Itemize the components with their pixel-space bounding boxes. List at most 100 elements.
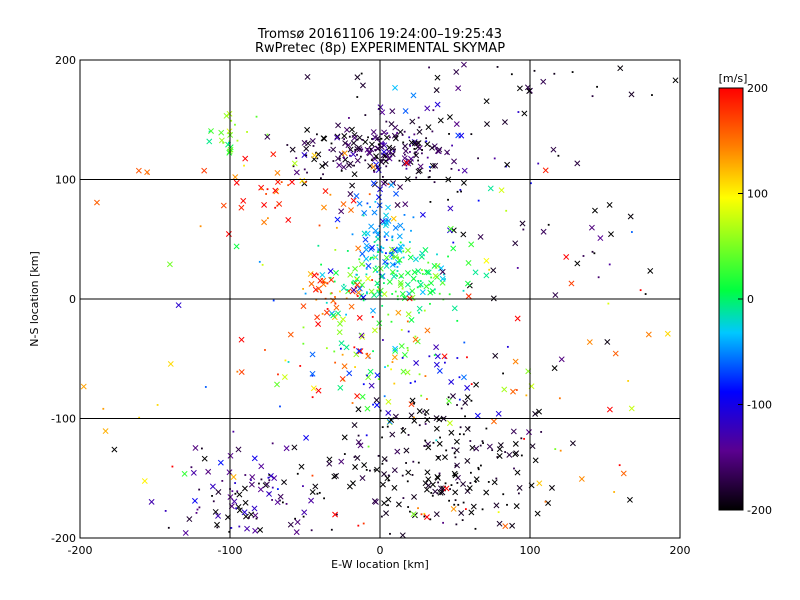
scatter-point-cross	[350, 287, 357, 293]
scatter-point-dot	[329, 193, 332, 196]
scatter-point-dot	[204, 386, 207, 388]
scatter-point-dot	[266, 217, 269, 220]
scatter-point-dot	[396, 131, 399, 134]
scatter-point-dot	[380, 245, 383, 248]
scatter-point-cross	[371, 292, 378, 299]
scatter-point-cross	[425, 124, 432, 131]
scatter-point-cross	[550, 146, 557, 153]
scatter-point-dot	[354, 150, 357, 153]
scatter-point-dot	[453, 474, 456, 477]
scatter-point-dot	[618, 464, 621, 467]
scatter-point-cross	[371, 209, 378, 216]
scatter-point-cross	[432, 162, 439, 169]
scatter-point-dot	[385, 238, 388, 241]
scatter-point-dot	[443, 489, 445, 491]
scatter-point-cross	[347, 191, 354, 197]
scatter-point-dot	[221, 480, 224, 482]
scatter-point-cross	[425, 482, 432, 489]
scatter-point-dot	[462, 289, 465, 292]
scatter-point-dot	[402, 250, 405, 253]
scatter-point-cross	[274, 169, 281, 176]
scatter-point-dot	[597, 276, 600, 279]
scatter-point-dot	[460, 407, 463, 410]
scatter-point-cross	[356, 314, 363, 321]
scatter-point-dot	[267, 476, 270, 479]
scatter-point-dot	[354, 282, 356, 285]
scatter-point-dot	[399, 241, 402, 244]
scatter-point-cross	[356, 134, 363, 141]
scatter-point-cross	[504, 161, 511, 168]
scatter-point-cross	[340, 285, 347, 292]
scatter-point-dot	[258, 260, 261, 263]
scatter-point-dot	[496, 66, 499, 68]
scatter-point-dot	[402, 427, 404, 429]
scatter-point-dot	[261, 263, 264, 266]
scatter-point-dot	[369, 206, 372, 208]
scatter-point-cross	[443, 485, 450, 492]
scatter-point-cross	[416, 128, 423, 135]
scatter-point-dot	[343, 138, 346, 141]
x-tick-label: -100	[218, 544, 243, 557]
scatter-point-cross	[341, 133, 348, 139]
scatter-point-dot	[390, 368, 393, 371]
scatter-point-cross	[460, 179, 467, 186]
scatter-point-dot	[591, 250, 594, 253]
scatter-point-dot	[436, 253, 438, 256]
scatter-point-dot	[156, 404, 159, 406]
scatter-point-dot	[343, 157, 345, 159]
scatter-point-dot	[403, 214, 406, 216]
scatter-point-dot	[479, 444, 482, 447]
scatter-point-dot	[402, 244, 405, 247]
scatter-point-cross	[348, 207, 354, 214]
scatter-point-dot	[391, 235, 394, 238]
scatter-point-dot	[367, 445, 370, 448]
scatter-point-cross	[490, 267, 497, 274]
scatter-point-dot	[292, 165, 295, 168]
scatter-point-dot	[456, 481, 459, 484]
scatter-point-dot	[387, 504, 389, 507]
scatter-point-dot	[385, 252, 387, 255]
scatter-point-cross	[448, 429, 455, 436]
scatter-point-dot	[236, 139, 239, 142]
scatter-point-cross	[385, 409, 392, 416]
scatter-point-dot	[329, 276, 332, 279]
scatter-point-cross	[338, 458, 345, 465]
scatter-point-cross	[586, 339, 593, 346]
scatter-point-cross	[361, 209, 368, 216]
scatter-point-dot	[421, 149, 423, 151]
scatter-point-cross	[331, 473, 338, 480]
scatter-point-dot	[372, 350, 374, 353]
scatter-point-dot	[321, 312, 324, 315]
scatter-point-cross	[450, 506, 457, 512]
scatter-point-dot	[458, 433, 461, 436]
scatter-point-dot	[466, 356, 468, 359]
scatter-point-dot	[383, 235, 386, 238]
scatter-point-cross	[355, 406, 362, 413]
scatter-point-cross	[304, 73, 311, 80]
scatter-point-dot	[607, 302, 610, 305]
scatter-point-cross	[359, 393, 366, 400]
scatter-point-cross	[206, 138, 213, 145]
scatter-point-dot	[311, 374, 314, 377]
scatter-point-cross	[453, 121, 460, 128]
scatter-point-dot	[353, 346, 356, 349]
scatter-point-cross	[363, 255, 370, 262]
scatter-point-dot	[409, 144, 411, 147]
scatter-point-cross	[425, 476, 432, 483]
scatter-point-cross	[334, 216, 341, 223]
scatter-point-cross	[367, 368, 374, 375]
scatter-point-dot	[481, 440, 484, 443]
scatter-point-cross	[319, 271, 326, 278]
scatter-point-dot	[436, 492, 439, 495]
scatter-point-dot	[557, 154, 560, 157]
scatter-point-cross	[345, 142, 352, 149]
scatter-point-dot	[234, 123, 236, 126]
scatter-point-dot	[421, 152, 423, 155]
scatter-point-cross	[512, 451, 519, 458]
scatter-point-cross	[381, 500, 388, 507]
scatter-point-dot	[458, 398, 461, 401]
scatter-point-cross	[394, 202, 401, 208]
scatter-point-dot	[345, 297, 348, 300]
scatter-point-cross	[350, 140, 357, 147]
scatter-point-dot	[504, 451, 507, 453]
